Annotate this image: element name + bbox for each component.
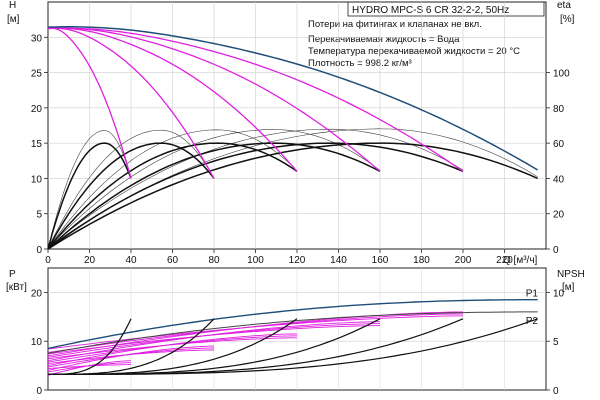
- p2-label: P2: [526, 316, 539, 327]
- efficiency-curve-6: [47, 142, 539, 250]
- head-curve-reduced-2: [47, 27, 215, 179]
- power-panel: 0 10 20 0 5 10 P1 P2: [31, 267, 565, 397]
- head-y-tick-label: 5: [36, 210, 42, 221]
- head-y-tick-label: 25: [31, 69, 43, 80]
- head-y-tick-label: 10: [31, 174, 43, 185]
- head-x-tick-label: 220: [496, 255, 513, 266]
- efficiency-curve-2: [47, 142, 215, 250]
- head-curve-reduced-5: [47, 27, 464, 172]
- note-density: Плотность = 998.2 кг/м³: [308, 58, 412, 69]
- head-y-tick-label: 20: [31, 104, 43, 115]
- head-panel: 0 20 40 60 80 100 120 140 160 180 200 2200510152025…: [31, 1, 570, 266]
- efficiency-curve-5: [47, 142, 464, 250]
- eta-reference-line: [47, 129, 215, 249]
- eta-y-tick-label: 40: [553, 174, 565, 185]
- head-x-tick-label: 120: [289, 255, 306, 266]
- head-x-tick-label: 160: [372, 255, 389, 266]
- eta-reference-line: [47, 129, 298, 249]
- efficiency-curve-1: [47, 142, 132, 250]
- head-x-tick-label: 80: [208, 255, 220, 266]
- power-y-tick-label: 10: [31, 337, 43, 348]
- eta-reference-line: [47, 128, 464, 248]
- efficiency-curve-3: [47, 142, 298, 250]
- eta-y-tick-label: 80: [553, 104, 565, 115]
- eta-axis-unit: [%]: [560, 14, 575, 25]
- head-x-tick-label: 100: [247, 255, 264, 266]
- head-curve-max: [47, 26, 539, 171]
- npsh-y-tick-label: 10: [553, 288, 565, 299]
- head-x-tick-label: 200: [455, 255, 472, 266]
- head-x-tick-label: 140: [330, 255, 347, 266]
- head-curve-reduced-3: [47, 27, 298, 172]
- note-liquid: Перекачиваемая жидкость = Вода: [308, 34, 460, 45]
- power-y-tick-label: 0: [36, 386, 42, 397]
- head-x-tick-label: 20: [84, 255, 96, 266]
- power-curve-reduced-5-3: [47, 315, 464, 350]
- head-curve-reduced-1: [47, 27, 132, 179]
- power-curve-p2: [47, 311, 538, 354]
- head-x-tick-label: 180: [413, 255, 430, 266]
- power-curve-p1: [47, 299, 538, 350]
- note-temperature: Температура перекачиваемой жидкости = 20…: [308, 46, 520, 57]
- head-y-tick-label: 30: [31, 33, 43, 44]
- power-axis-unit: [кВт]: [6, 282, 27, 293]
- head-curve-reduced-4: [47, 27, 381, 172]
- npsh-curve-6: [48, 318, 538, 375]
- npsh-y-tick-label: 5: [553, 337, 559, 348]
- head-x-tick-label: 40: [125, 255, 137, 266]
- eta-axis-label: eta: [557, 0, 571, 11]
- eta-y-tick-label: 60: [553, 139, 565, 150]
- eta-reference-line: [47, 130, 132, 250]
- npsh-axis-label: NPSH: [557, 269, 585, 280]
- head-x-tick-label: 0: [45, 255, 51, 266]
- eta-y-tick-label: 100: [553, 69, 570, 80]
- npsh-axis-unit: [м]: [562, 282, 575, 293]
- head-y-tick-label: 15: [31, 139, 43, 150]
- head-axis-label: H: [9, 0, 16, 11]
- eta-y-tick-label: 0: [553, 245, 559, 256]
- flow-axis-label: Q [м³/ч]: [503, 255, 538, 266]
- eta-y-tick-label: 20: [553, 210, 565, 221]
- power-y-tick-label: 20: [31, 288, 43, 299]
- head-x-tick-label: 60: [167, 255, 179, 266]
- eta-reference-line: [47, 129, 381, 249]
- power-axis-label: P: [9, 269, 16, 280]
- head-axis-unit: [м]: [7, 14, 20, 25]
- npsh-y-tick-label: 0: [553, 386, 559, 397]
- note-fittings: Потери на фитингах и клапанах не вкл.: [308, 19, 482, 30]
- efficiency-curve-4: [47, 142, 381, 250]
- chart-title: HYDRO MPC-S 6 CR 32-2-2, 50Hz: [352, 5, 509, 16]
- head-y-tick-label: 0: [36, 245, 42, 256]
- p1-label: P1: [526, 289, 539, 300]
